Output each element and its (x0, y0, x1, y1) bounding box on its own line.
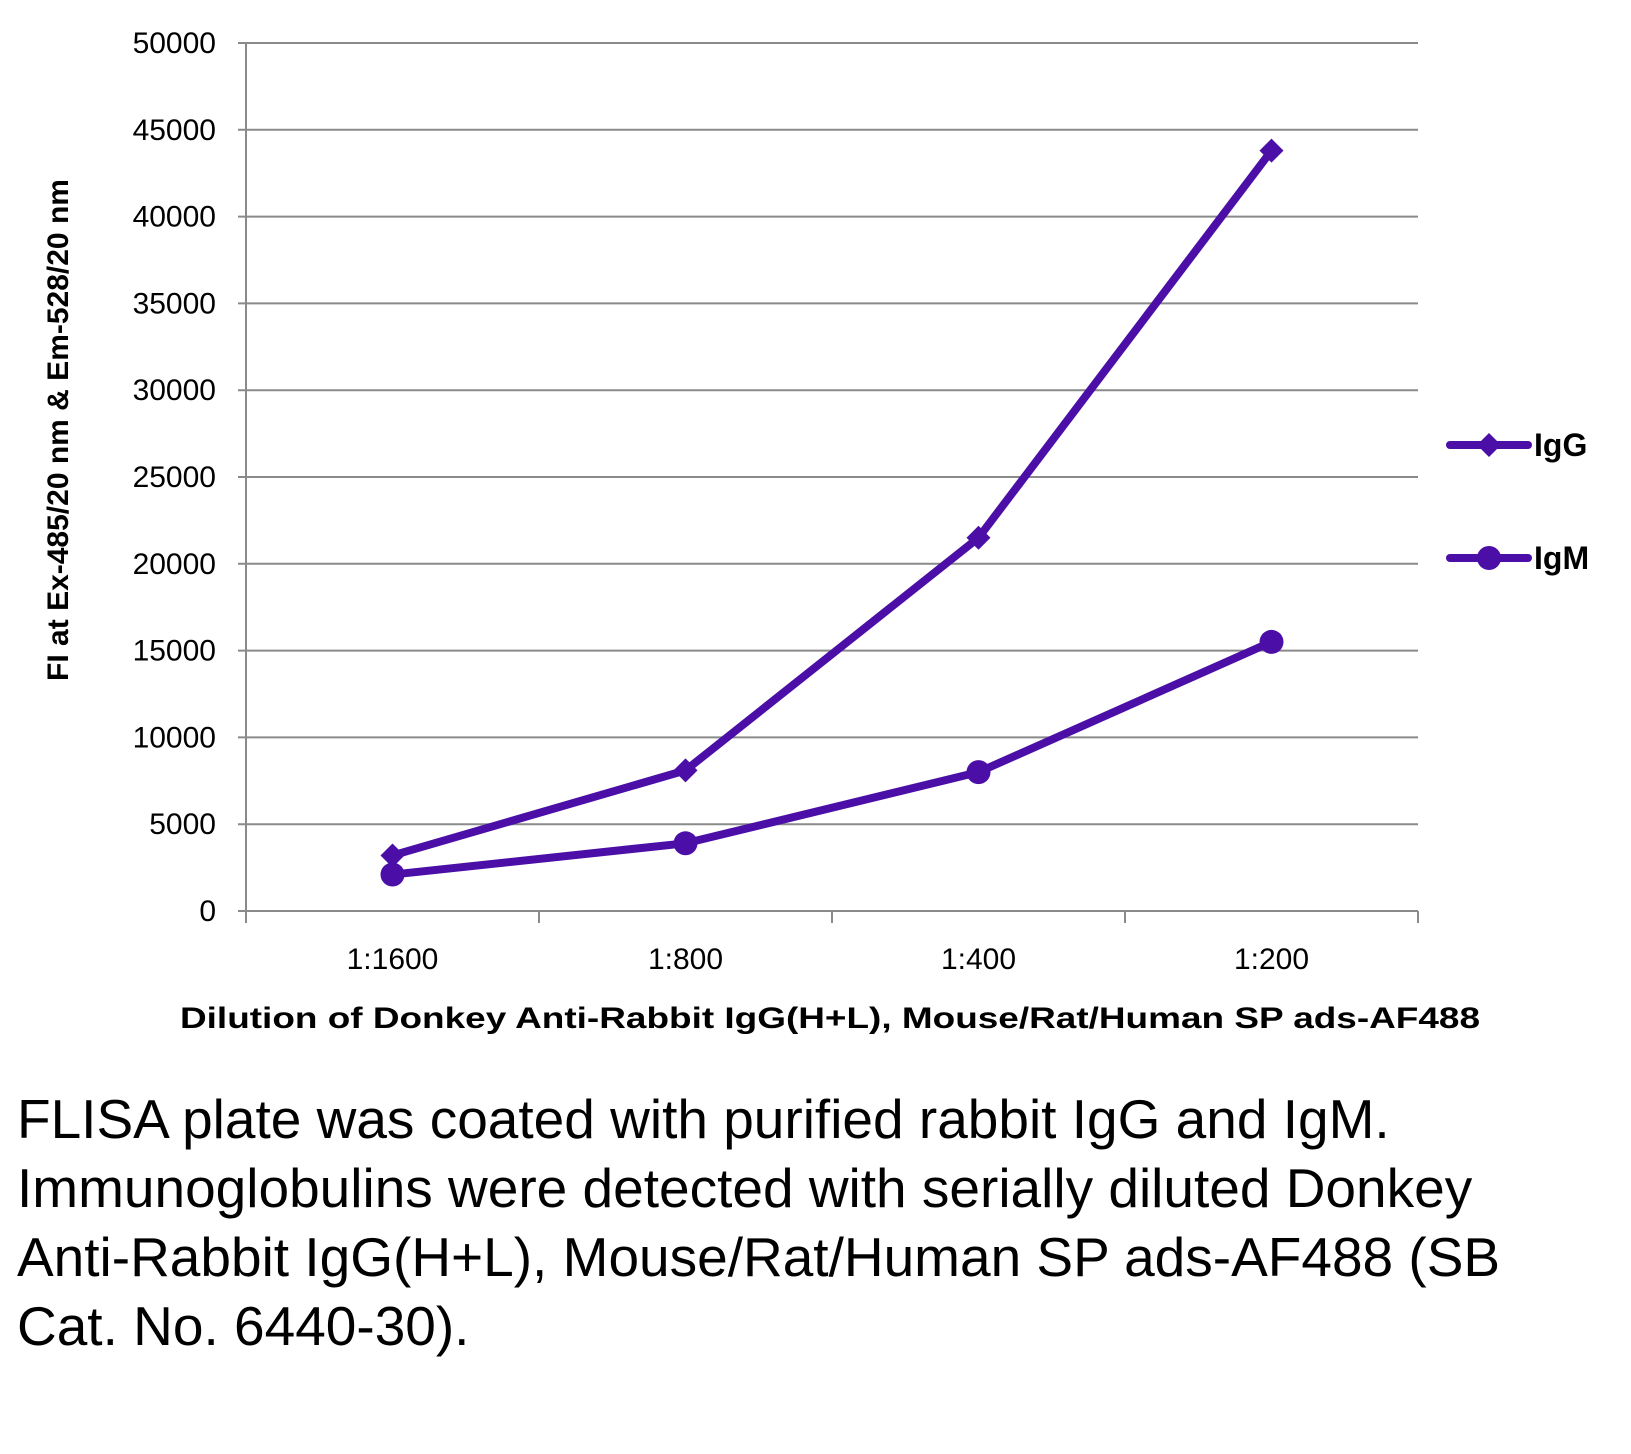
legend-marker-igg (1477, 433, 1501, 457)
x-tick-labels: 1:1600 1:800 1:400 1:200 (347, 943, 1309, 976)
x-axis-title: Dilution of Donkey Anti-Rabbit IgG(H+L),… (180, 1002, 1480, 1035)
x-tick-label-1: 1:800 (648, 943, 723, 976)
data-point-igg-0 (380, 843, 405, 868)
gridlines (238, 42, 1418, 826)
legend: IgG IgM (1446, 427, 1589, 576)
line-chart: 0 5000 10000 15000 20000 25000 30000 35000 40000… (42, 27, 1589, 1035)
y-tick-label-7: 35000 (133, 287, 216, 320)
legend-marker-igm (1477, 546, 1501, 570)
y-tick-label-1: 5000 (149, 808, 216, 841)
series-line-igm (388, 637, 1276, 879)
figure-caption: FLISA plate was coated with purified rab… (17, 1088, 1501, 1357)
data-series (380, 138, 1284, 887)
y-tick-label-6: 30000 (133, 374, 216, 407)
legend-label-igm: IgM (1534, 540, 1589, 576)
data-point-igg-3 (1259, 138, 1284, 163)
data-point-igg-2 (966, 525, 991, 550)
y-tick-label-8: 40000 (133, 201, 216, 234)
data-point-igm-3 (1259, 629, 1284, 654)
y-axis-title: FI at Ex-485/20 nm & Em-528/20 nm (42, 179, 75, 681)
x-tick-label-2: 1:400 (941, 943, 1016, 976)
y-tick-label-4: 20000 (133, 548, 216, 581)
data-point-igm-2 (966, 760, 991, 785)
y-tick-label-5: 25000 (133, 461, 216, 494)
y-tick-label-9: 45000 (133, 114, 216, 147)
legend-label-igg: IgG (1534, 427, 1587, 463)
data-point-igm-0 (380, 862, 405, 887)
y-tick-label-10: 50000 (133, 27, 216, 60)
y-tick-labels: 0 5000 10000 15000 20000 25000 30000 35000 40000… (133, 27, 216, 928)
y-tick-label-0: 0 (199, 895, 216, 928)
x-tick-label-3: 1:200 (1234, 943, 1309, 976)
axes (238, 43, 1419, 923)
x-tick-label-0: 1:1600 (347, 943, 439, 976)
series-line-igg (388, 146, 1276, 860)
y-tick-label-3: 15000 (133, 635, 216, 668)
data-point-igm-1 (673, 831, 698, 856)
data-point-igg-1 (673, 758, 698, 783)
y-tick-label-2: 10000 (133, 721, 216, 754)
